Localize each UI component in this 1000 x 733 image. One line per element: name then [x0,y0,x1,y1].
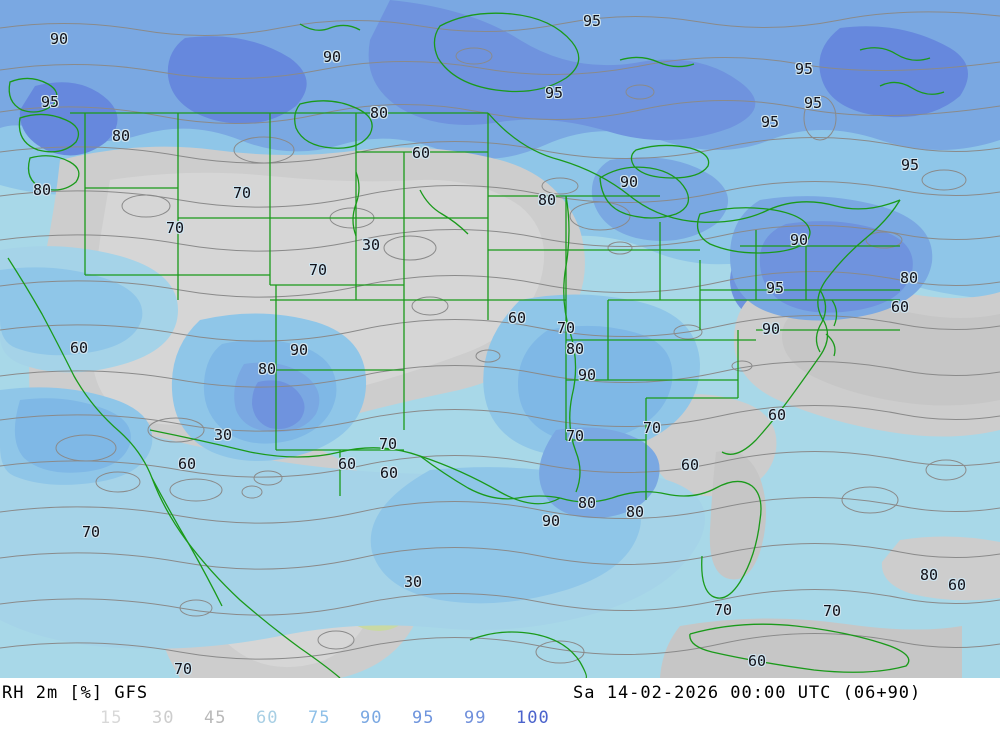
map-footer: RH 2m [%] GFS Sa 14-02-2026 00:00 UTC (0… [0,678,1000,733]
legend-tick-95[interactable]: 95 [412,708,435,728]
legend-tick-100[interactable]: 100 [516,708,550,728]
map-canvas [0,0,1000,678]
contour-lines-layer [0,11,1000,664]
legend-tick-60[interactable]: 60 [256,708,279,728]
rh-color-scale[interactable]: 15 30 45 60 75 90 95 99 100 [100,708,549,730]
legend-tick-15[interactable]: 15 [100,708,123,728]
political-borders-layer [7,12,945,678]
legend-tick-99[interactable]: 99 [464,708,487,728]
model-run-timestamp: Sa 14-02-2026 00:00 UTC (06+90) [573,683,922,703]
gfs-relative-humidity-map[interactable]: 90 95 90 95 95 95 95 80 80 95 60 95 80 70 90 80 70 30 90 70… [0,0,1000,678]
legend-tick-30[interactable]: 30 [152,708,175,728]
legend-tick-45[interactable]: 45 [204,708,227,728]
legend-tick-90[interactable]: 90 [360,708,383,728]
map-title: RH 2m [%] GFS [2,683,149,703]
legend-tick-75[interactable]: 75 [308,708,331,728]
